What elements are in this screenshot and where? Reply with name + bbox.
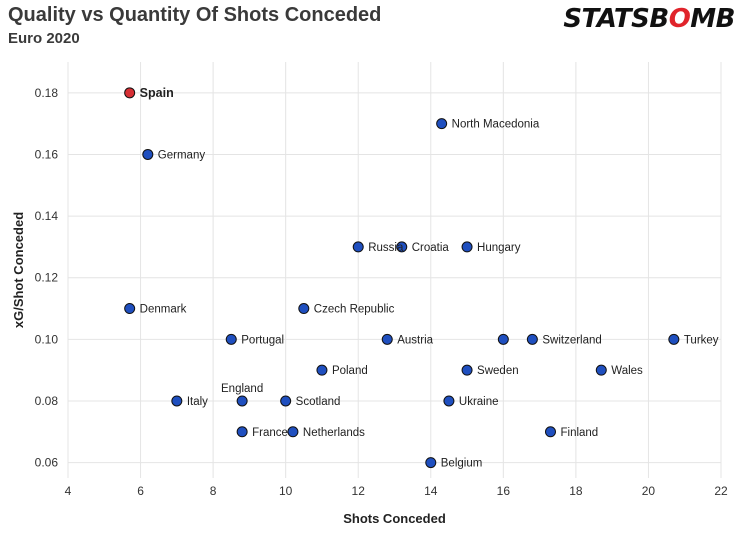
point-label: Hungary (477, 242, 521, 254)
data-point (668, 333, 680, 345)
data-point (497, 333, 509, 345)
x-tick-label: 14 (424, 484, 438, 498)
point-label: Croatia (412, 242, 450, 254)
point-label: Germany (158, 149, 206, 161)
x-tick-label: 10 (279, 484, 293, 498)
x-tick-label: 20 (642, 484, 656, 498)
data-point (142, 148, 154, 160)
data-point (287, 426, 299, 438)
y-tick-label: 0.10 (35, 332, 59, 346)
data-point (236, 395, 248, 407)
y-tick-label: 0.12 (35, 271, 59, 285)
y-tick-label: 0.18 (35, 86, 59, 100)
data-point (316, 364, 328, 376)
y-tick-label: 0.08 (35, 394, 59, 408)
point-label: Portugal (241, 334, 284, 346)
point-label: France (252, 427, 288, 439)
point-label: Ukraine (459, 396, 499, 408)
point-label: England (221, 383, 263, 395)
x-tick-labels: 4 6 8 10 12 14 16 18 20 22 (65, 484, 728, 498)
data-point (526, 333, 538, 345)
logo-text-a: STATSB (563, 4, 669, 34)
x-axis-label: Shots Conceded (343, 511, 446, 526)
y-tick-label: 0.14 (35, 209, 59, 223)
data-point (352, 241, 364, 253)
data-point (425, 457, 437, 469)
y-tick-label: 0.16 (35, 147, 59, 161)
data-point (396, 241, 408, 253)
point-label: Russia (368, 242, 404, 254)
point-label: Turkey (684, 334, 719, 346)
point-label: Czech Republic (314, 304, 395, 316)
data-point (225, 333, 237, 345)
data-point (171, 395, 183, 407)
x-tick-label: 4 (65, 484, 72, 498)
data-point (595, 364, 607, 376)
point-label: Scotland (296, 396, 341, 408)
point-label: Sweden (477, 365, 519, 377)
data-points (124, 87, 680, 469)
y-tick-labels: 0.06 0.08 0.10 0.12 0.14 0.16 0.18 (35, 86, 59, 470)
logo-text-c: MB (690, 4, 735, 34)
logo-text-accent: O (668, 4, 691, 34)
point-label: Poland (332, 365, 368, 377)
point-label: Belgium (441, 458, 483, 470)
y-tick-label: 0.06 (35, 456, 59, 470)
data-point (381, 333, 393, 345)
data-point (544, 426, 556, 438)
x-tick-label: 6 (137, 484, 144, 498)
x-tick-label: 22 (714, 484, 728, 498)
x-tick-label: 18 (569, 484, 583, 498)
point-label: Austria (397, 334, 433, 346)
y-axis-label: xG/Shot Conceded (11, 212, 26, 328)
x-tick-label: 8 (210, 484, 217, 498)
data-point (280, 395, 292, 407)
data-point (124, 303, 136, 315)
data-point (436, 118, 448, 130)
point-label: Switzerland (542, 334, 601, 346)
data-point (461, 241, 473, 253)
point-label: Netherlands (303, 427, 365, 439)
point-label: Wales (611, 365, 643, 377)
point-labels: Spain North Macedonia Germany Russia Croatia… (140, 86, 719, 470)
chart-title: Quality vs Quantity Of Shots Conceded (8, 4, 382, 26)
data-point (124, 87, 136, 99)
data-point (236, 426, 248, 438)
point-label: Spain (140, 86, 174, 100)
point-label: North Macedonia (452, 119, 540, 131)
statsbomb-logo: STATSBOMB (563, 4, 735, 34)
chart-subtitle: Euro 2020 (8, 30, 80, 47)
point-label: Finland (560, 427, 598, 439)
x-tick-label: 16 (497, 484, 511, 498)
grid-lines (67, 62, 722, 478)
point-label: Denmark (140, 304, 187, 316)
data-point (298, 303, 310, 315)
x-tick-label: 12 (352, 484, 366, 498)
data-point (461, 364, 473, 376)
point-label: Italy (187, 396, 208, 408)
data-point (443, 395, 455, 407)
